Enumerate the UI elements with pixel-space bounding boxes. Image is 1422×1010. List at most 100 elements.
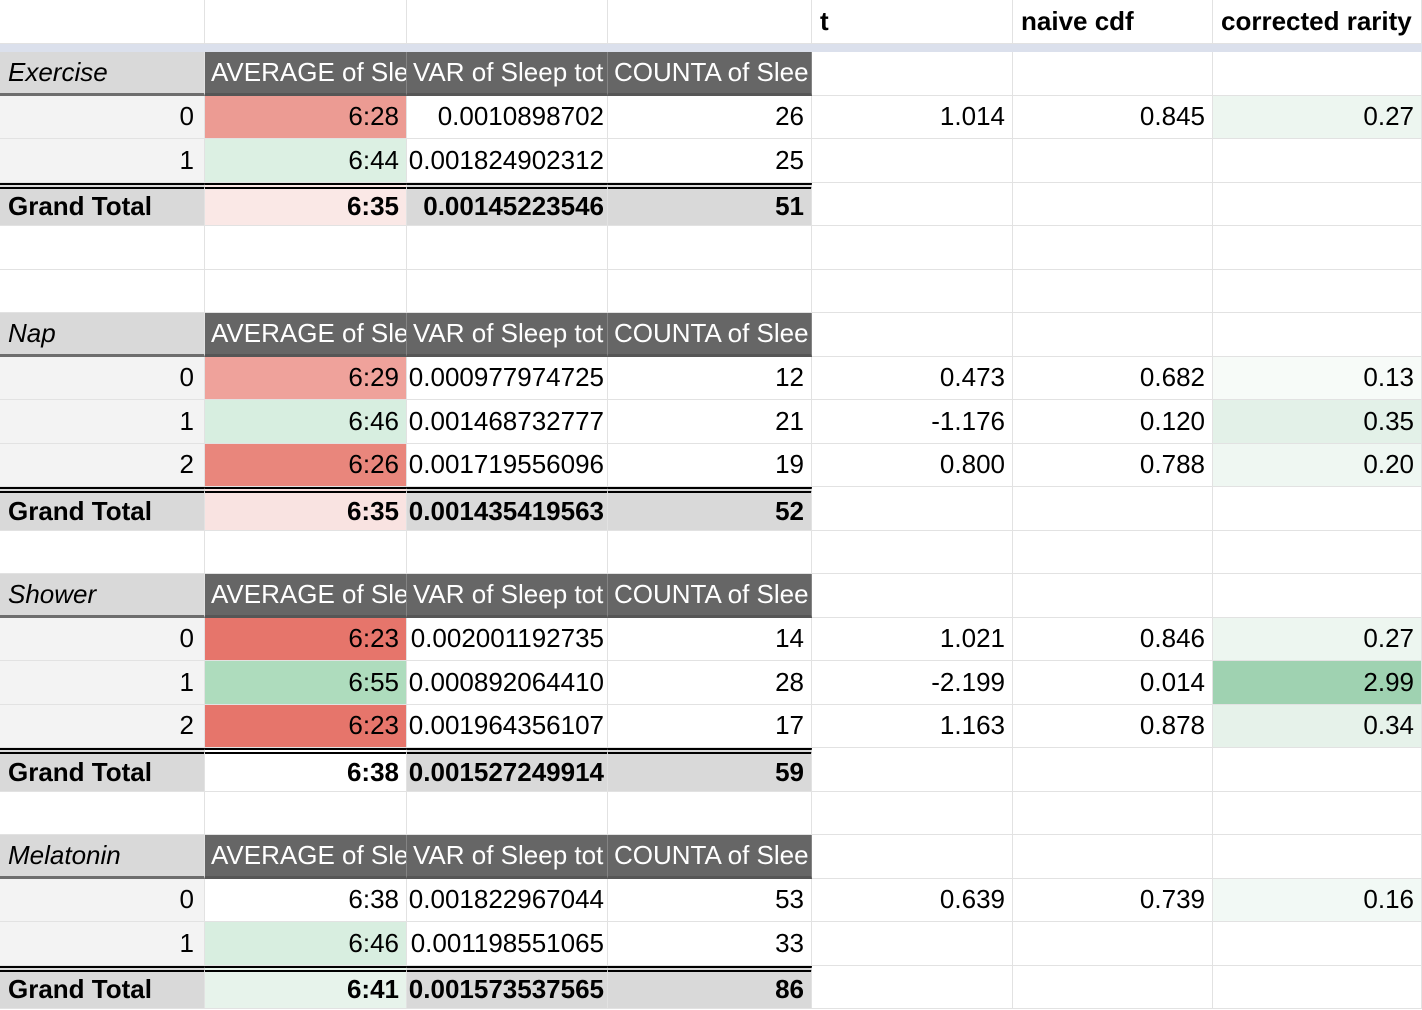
cell-var[interactable]: 0.001824902312 [407, 139, 608, 183]
cell-blank[interactable] [1013, 182, 1213, 226]
cell-naive-cdf[interactable]: 0.739 [1013, 878, 1213, 922]
cell-t[interactable]: 1.021 [812, 617, 1013, 661]
cell-grand-total-avg[interactable]: 6:38 [205, 748, 407, 792]
pivot-header-var[interactable]: VAR of Sleep tot [407, 313, 608, 357]
cell-row-label[interactable]: 1 [0, 400, 205, 444]
cell-var[interactable]: 0.001719556096 [407, 443, 608, 487]
cell-row-label[interactable]: 0 [0, 95, 205, 139]
cell-row-label[interactable]: 2 [0, 443, 205, 487]
cell-grand-total-avg[interactable]: 6:41 [205, 965, 407, 1009]
cell-blank[interactable] [812, 226, 1013, 270]
cell-blank[interactable] [1213, 574, 1422, 618]
cell-blank[interactable] [0, 530, 205, 574]
pivot-name-cell-melatonin[interactable]: Melatonin [0, 835, 205, 879]
cell-blank[interactable] [1013, 530, 1213, 574]
cell-var[interactable]: 0.001198551065 [407, 922, 608, 966]
cell-blank[interactable] [1013, 52, 1213, 96]
cell-blank[interactable] [608, 0, 812, 44]
cell-grand-total-avg[interactable]: 6:35 [205, 487, 407, 531]
cell-corrected-rarity[interactable]: 0.20 [1213, 443, 1422, 487]
cell-var[interactable]: 0.000892064410 [407, 661, 608, 705]
cell-var[interactable]: 0.000977974725 [407, 356, 608, 400]
pivot-header-var[interactable]: VAR of Sleep tot [407, 574, 608, 618]
cell-corrected-rarity[interactable]: 0.27 [1213, 617, 1422, 661]
cell-blank[interactable] [812, 574, 1013, 618]
cell-grand-total-label[interactable]: Grand Total [0, 748, 205, 792]
cell-avg[interactable]: 6:46 [205, 400, 407, 444]
cell-blank[interactable] [1213, 965, 1422, 1009]
pivot-header-counta[interactable]: COUNTA of Slee [608, 574, 812, 618]
cell-blank[interactable] [1013, 487, 1213, 531]
cell-blank[interactable] [205, 226, 407, 270]
cell-t[interactable]: 0.473 [812, 356, 1013, 400]
cell-count[interactable]: 14 [608, 617, 812, 661]
cell-blank[interactable] [407, 0, 608, 44]
cell-var[interactable]: 0.001822967044 [407, 878, 608, 922]
cell-row-label[interactable]: 1 [0, 139, 205, 183]
cell-avg[interactable]: 6:55 [205, 661, 407, 705]
cell-count[interactable]: 21 [608, 400, 812, 444]
cell-blank[interactable] [1213, 791, 1422, 835]
cell-grand-total-var[interactable]: 0.001573537565 [407, 965, 608, 1009]
cell-grand-total-var[interactable]: 0.00145223546 [407, 182, 608, 226]
cell-corrected-rarity[interactable]: 0.35 [1213, 400, 1422, 444]
cell-t[interactable]: 0.639 [812, 878, 1013, 922]
cell-row-label[interactable]: 1 [0, 661, 205, 705]
cell-naive-cdf[interactable]: 0.014 [1013, 661, 1213, 705]
pivot-name-cell-shower[interactable]: Shower [0, 574, 205, 618]
cell-blank[interactable] [812, 52, 1013, 96]
top-header-naive-cdf[interactable]: naive cdf [1013, 0, 1213, 44]
cell-t[interactable]: 0.800 [812, 443, 1013, 487]
cell-blank[interactable] [812, 835, 1013, 879]
cell-corrected-rarity[interactable]: 0.16 [1213, 878, 1422, 922]
pivot-header-var[interactable]: VAR of Sleep tot [407, 52, 608, 96]
cell-blank[interactable] [1013, 965, 1213, 1009]
cell-blank[interactable] [812, 530, 1013, 574]
cell-blank[interactable] [407, 269, 608, 313]
cell-blank[interactable] [812, 748, 1013, 792]
cell-naive-cdf[interactable]: 0.120 [1013, 400, 1213, 444]
cell-row-label[interactable]: 0 [0, 617, 205, 661]
cell-blank[interactable] [608, 530, 812, 574]
cell-blank[interactable] [608, 226, 812, 270]
cell-blank[interactable] [205, 0, 407, 44]
cell-blank[interactable] [1213, 835, 1422, 879]
cell-corrected-rarity[interactable]: 0.13 [1213, 356, 1422, 400]
cell-blank[interactable] [1213, 313, 1422, 357]
cell-blank[interactable] [0, 269, 205, 313]
cell-blank[interactable] [608, 269, 812, 313]
cell-avg[interactable]: 6:38 [205, 878, 407, 922]
cell-t[interactable]: -1.176 [812, 400, 1013, 444]
cell-blank[interactable] [1213, 487, 1422, 531]
cell-t[interactable]: 1.014 [812, 95, 1013, 139]
cell-naive-cdf[interactable]: 0.878 [1013, 704, 1213, 748]
cell-grand-total-count[interactable]: 51 [608, 182, 812, 226]
cell-blank[interactable] [0, 226, 205, 270]
cell-var[interactable]: 0.002001192735 [407, 617, 608, 661]
cell-avg[interactable]: 6:46 [205, 922, 407, 966]
cell-grand-total-var[interactable]: 0.001435419563 [407, 487, 608, 531]
cell-t[interactable] [812, 922, 1013, 966]
cell-blank[interactable] [608, 791, 812, 835]
cell-grand-total-var[interactable]: 0.001527249914 [407, 748, 608, 792]
cell-blank[interactable] [1013, 313, 1213, 357]
cell-row-label[interactable]: 0 [0, 878, 205, 922]
cell-blank[interactable] [205, 791, 407, 835]
cell-grand-total-count[interactable]: 52 [608, 487, 812, 531]
cell-corrected-rarity[interactable] [1213, 922, 1422, 966]
top-header-corrected-rarity[interactable]: corrected rarity [1213, 0, 1422, 44]
cell-count[interactable]: 17 [608, 704, 812, 748]
cell-row-label[interactable]: 0 [0, 356, 205, 400]
cell-naive-cdf[interactable] [1013, 139, 1213, 183]
cell-blank[interactable] [1213, 226, 1422, 270]
cell-blank[interactable] [812, 269, 1013, 313]
cell-blank[interactable] [0, 791, 205, 835]
cell-count[interactable]: 12 [608, 356, 812, 400]
cell-blank[interactable] [1013, 835, 1213, 879]
cell-var[interactable]: 0.001964356107 [407, 704, 608, 748]
cell-t[interactable] [812, 139, 1013, 183]
cell-blank[interactable] [1213, 269, 1422, 313]
cell-avg[interactable]: 6:29 [205, 356, 407, 400]
cell-avg[interactable]: 6:28 [205, 95, 407, 139]
cell-grand-total-label[interactable]: Grand Total [0, 487, 205, 531]
